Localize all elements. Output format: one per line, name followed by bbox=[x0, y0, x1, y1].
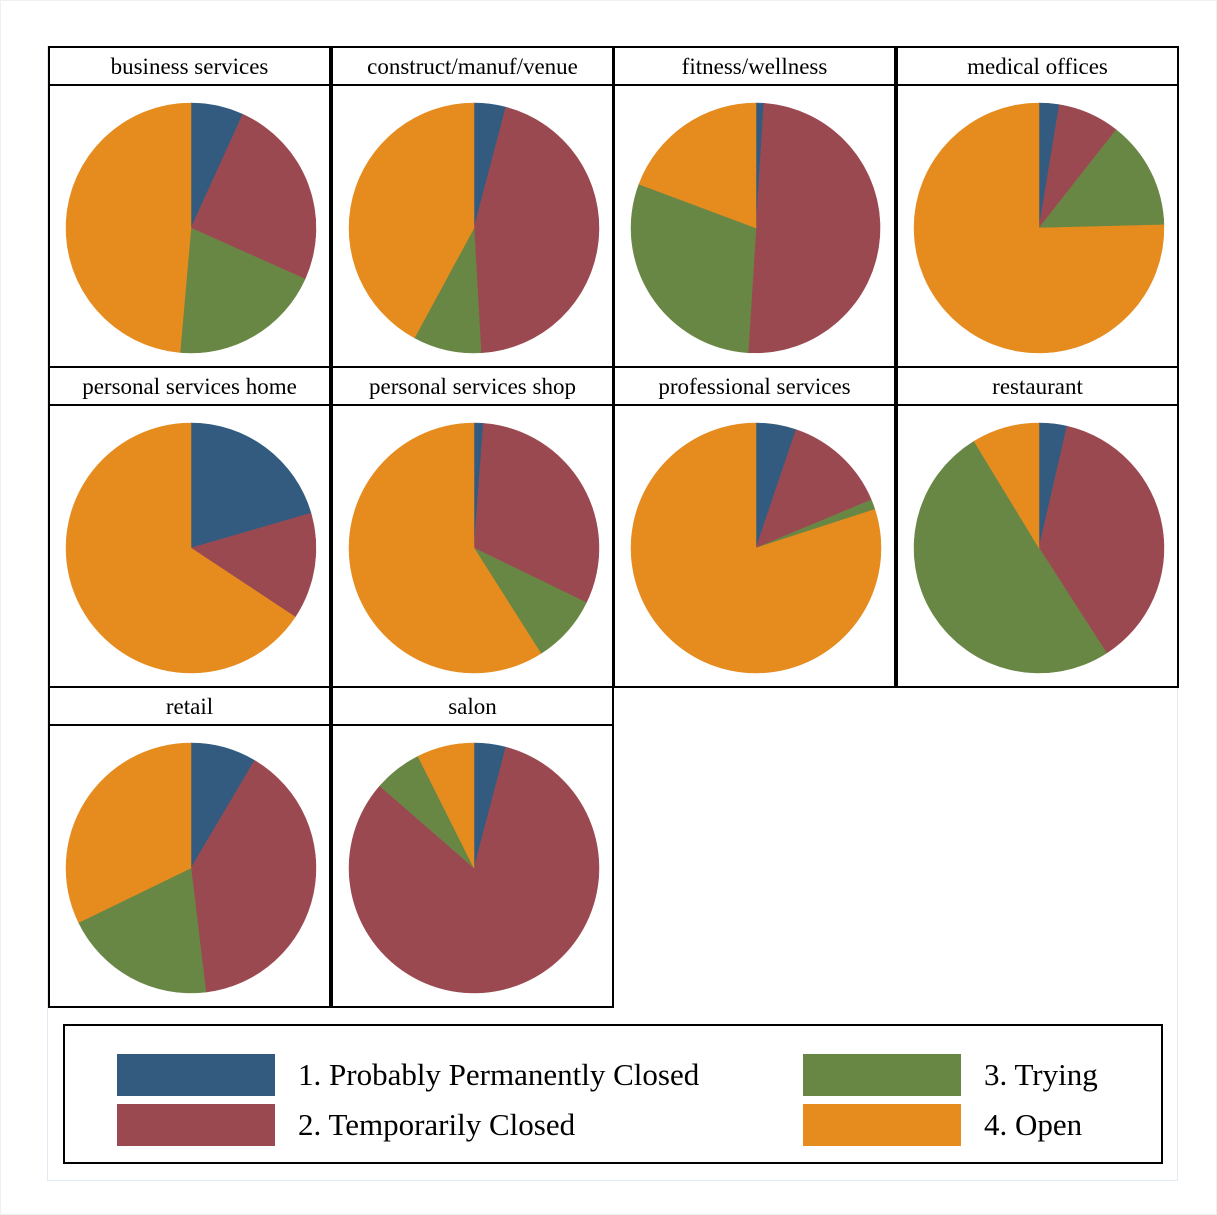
pie-panel: fitness/wellness bbox=[613, 46, 896, 368]
pie-slice-trying bbox=[179, 227, 306, 354]
legend-item: 4. Open bbox=[803, 1104, 1143, 1146]
legend-label: 4. Open bbox=[984, 1107, 1083, 1142]
legend-label: 1. Probably Permanently Closed bbox=[298, 1057, 700, 1092]
pie-slice-open bbox=[65, 102, 192, 353]
legend-swatch-temporarily-closed bbox=[117, 1104, 275, 1146]
pie-slice-temporarily-closed bbox=[473, 106, 600, 354]
panel-title: salon bbox=[331, 686, 614, 726]
pie-panel: restaurant bbox=[896, 366, 1179, 688]
panel-title: fitness/wellness bbox=[613, 46, 896, 86]
pie-slice-trying bbox=[630, 183, 757, 354]
legend: 1. Probably Permanently Closed 3. Trying… bbox=[63, 1024, 1163, 1164]
pie-slice-trying bbox=[78, 867, 207, 994]
pie-panel: personal services home bbox=[48, 366, 331, 688]
legend-label: 3. Trying bbox=[984, 1057, 1098, 1092]
pie-chart bbox=[348, 422, 600, 674]
panel-title: personal services shop bbox=[331, 366, 614, 406]
pie-plot bbox=[331, 404, 614, 688]
pie-slice-open bbox=[913, 102, 1165, 354]
panel-title: construct/manuf/venue bbox=[331, 46, 614, 86]
legend-item: 1. Probably Permanently Closed bbox=[117, 1054, 757, 1096]
panel-title: restaurant bbox=[896, 366, 1179, 406]
pie-slice-temporarily-closed bbox=[473, 423, 600, 603]
pie-slice-temporarily-closed bbox=[348, 746, 600, 994]
pie-panel: business services bbox=[48, 46, 331, 368]
pie-chart bbox=[913, 102, 1165, 354]
panel-title: professional services bbox=[613, 366, 896, 406]
pie-slice-temporarily-closed bbox=[190, 512, 317, 618]
pie-plot bbox=[613, 404, 896, 688]
pie-chart bbox=[65, 422, 317, 674]
pie-plot bbox=[331, 724, 614, 1008]
pie-slice-temporarily-closed bbox=[190, 760, 317, 993]
pie-chart bbox=[630, 422, 882, 674]
legend-swatch-trying bbox=[803, 1054, 961, 1096]
pie-chart bbox=[913, 422, 1165, 674]
pie-plot bbox=[896, 84, 1179, 368]
pie-plot bbox=[331, 84, 614, 368]
pie-slice-temporarily-closed bbox=[747, 102, 881, 354]
pie-slice-open bbox=[348, 422, 542, 674]
pie-slice-open bbox=[65, 422, 296, 674]
pie-panel: professional services bbox=[613, 366, 896, 688]
legend-item: 2. Temporarily Closed bbox=[117, 1104, 757, 1146]
legend-label: 2. Temporarily Closed bbox=[298, 1107, 576, 1142]
pie-chart bbox=[630, 102, 881, 354]
pie-chart bbox=[348, 742, 600, 994]
pie-chart bbox=[65, 102, 317, 354]
pie-slice-trying bbox=[913, 440, 1107, 674]
pie-slice-temporarily-closed bbox=[755, 429, 872, 549]
pie-slice-open bbox=[65, 742, 192, 923]
legend-swatch-probably-permanently-closed bbox=[117, 1054, 275, 1096]
pie-plot bbox=[896, 404, 1179, 688]
pie-chart bbox=[65, 742, 317, 994]
pie-plot bbox=[48, 84, 331, 368]
pie-plot bbox=[613, 84, 896, 368]
pie-slice-open bbox=[973, 422, 1040, 549]
panel-title: medical offices bbox=[896, 46, 1179, 86]
pie-slice-open bbox=[630, 422, 882, 674]
pie-panel: construct/manuf/venue bbox=[331, 46, 614, 368]
pie-panel: salon bbox=[331, 686, 614, 1008]
pie-slice-probably-permanently-closed bbox=[190, 422, 312, 549]
pie-chart bbox=[348, 102, 600, 354]
panel-title: personal services home bbox=[48, 366, 331, 406]
pie-panel: retail bbox=[48, 686, 331, 1008]
pie-slice-open bbox=[638, 102, 757, 229]
panel-title: business services bbox=[48, 46, 331, 86]
pie-plot bbox=[48, 404, 331, 688]
legend-swatch-open bbox=[803, 1104, 961, 1146]
pie-slice-temporarily-closed bbox=[190, 113, 317, 280]
pie-slice-open bbox=[348, 102, 475, 339]
pie-slice-trying bbox=[1038, 129, 1165, 229]
pie-slice-open bbox=[417, 742, 475, 869]
pie-panel: medical offices bbox=[896, 46, 1179, 368]
pie-panel: personal services shop bbox=[331, 366, 614, 688]
legend-item: 3. Trying bbox=[803, 1054, 1143, 1096]
pie-plot bbox=[48, 724, 331, 1008]
panel-title: retail bbox=[48, 686, 331, 726]
